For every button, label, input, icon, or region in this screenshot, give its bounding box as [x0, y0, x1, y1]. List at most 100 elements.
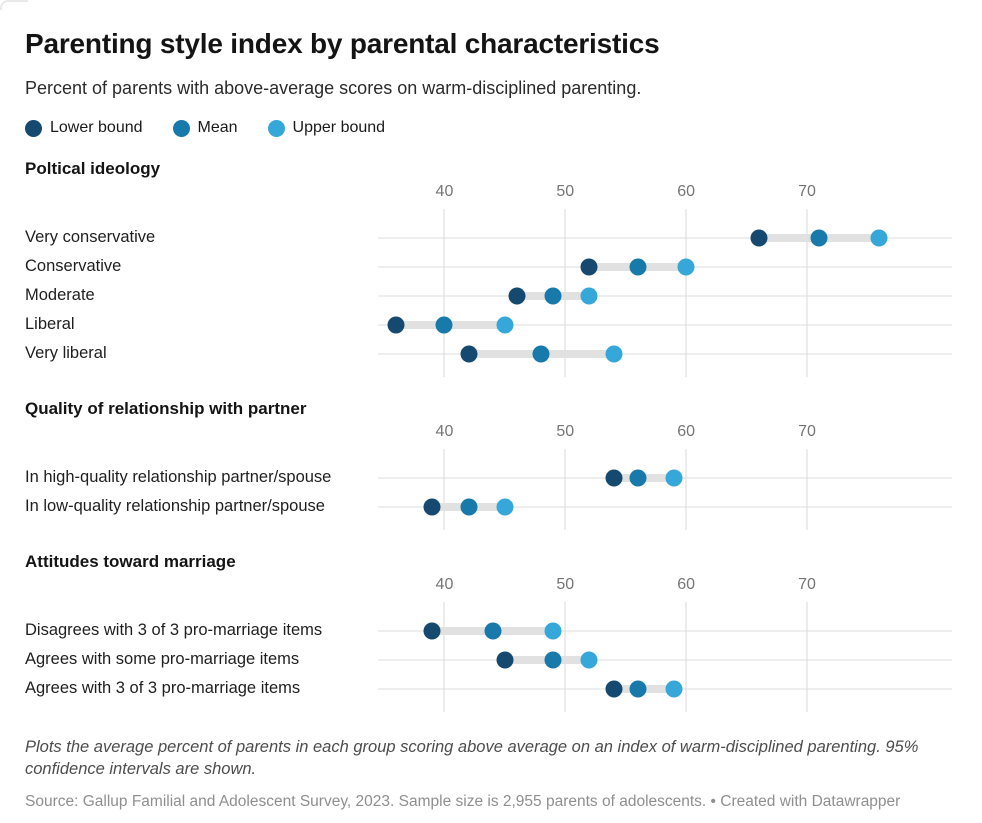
- card-corner-decoration: [0, 0, 28, 10]
- chart-body: In high-quality relationship partner/spo…: [25, 421, 952, 530]
- mean-dot: [460, 498, 478, 515]
- chart-section: Poltical ideology Very conservative Conser…: [25, 159, 952, 377]
- section-title: Attitudes toward marriage: [25, 552, 236, 571]
- chart-section: Quality of relationship with partner In h…: [25, 399, 952, 530]
- lower-bound-dot: [580, 258, 598, 275]
- row-baseline: [378, 324, 952, 325]
- legend-item: Lower bound: [25, 119, 143, 137]
- chart-body: Disagrees with 3 of 3 pro-marriage items…: [25, 574, 952, 712]
- mean-dot: [629, 680, 647, 697]
- axis-tick-label: 70: [798, 423, 816, 440]
- mean-dot: [629, 469, 647, 486]
- legend: Lower bound Mean Upper bound: [25, 119, 952, 137]
- row-label-column: Very conservative Conservative Moderate Lib…: [25, 181, 378, 377]
- axis-tick-label: 70: [798, 576, 816, 593]
- chart-row: [378, 310, 952, 339]
- chart-note: Plots the average percent of parents in …: [25, 738, 919, 779]
- upper-bound-dot: [665, 469, 683, 486]
- row-baseline: [378, 506, 952, 507]
- lower-bound-dot: [423, 498, 441, 515]
- chart-row: [378, 674, 952, 703]
- chart-row: [378, 492, 952, 521]
- row-label: In low-quality relationship partner/spou…: [25, 497, 325, 515]
- lower-bound-dot: [387, 316, 405, 333]
- upper-bound-dot: [665, 680, 683, 697]
- legend-item: Mean: [172, 119, 238, 137]
- axis-tick-label: 40: [435, 423, 454, 440]
- chart-title: Parenting style index by parental charac…: [25, 28, 660, 59]
- row-label: In high-quality relationship partner/spo…: [25, 468, 332, 486]
- chart-subtitle: Percent of parents with above-average sc…: [25, 78, 642, 98]
- row-label: Disagrees with 3 of 3 pro-marriage items: [25, 621, 323, 639]
- lower-bound-dot: [423, 622, 441, 639]
- axis-tick-label: 60: [677, 576, 696, 593]
- legend-label: Mean: [197, 119, 238, 136]
- axis-tick-label: 50: [556, 576, 575, 593]
- row-baseline: [378, 295, 952, 296]
- chart-sections: Poltical ideology Very conservative Conser…: [25, 159, 952, 712]
- row-label-column: Disagrees with 3 of 3 pro-marriage items…: [25, 574, 378, 712]
- legend-swatch-icon: [25, 119, 42, 137]
- upper-bound-dot: [544, 622, 562, 639]
- upper-bound-dot: [870, 229, 888, 246]
- axis-tick-label: 60: [677, 183, 696, 200]
- row-label: Very conservative: [25, 228, 156, 246]
- row-label-column: In high-quality relationship partner/spo…: [25, 421, 378, 530]
- upper-bound-dot: [580, 287, 598, 304]
- lower-bound-dot: [460, 345, 478, 362]
- axis-spacer: [25, 421, 378, 463]
- axis-labels: 40 50 60 70: [378, 421, 952, 463]
- lower-bound-dot: [508, 287, 526, 304]
- chart-row: [378, 281, 952, 310]
- mean-dot: [532, 345, 550, 362]
- axis-tick-label: 60: [677, 423, 696, 440]
- axis-spacer: [25, 181, 378, 223]
- row-baseline: [378, 237, 952, 238]
- axis-tick-label: 40: [435, 183, 454, 200]
- plot-area: 40 50 60 70: [378, 421, 952, 530]
- mean-dot: [544, 651, 562, 668]
- mean-dot: [544, 287, 562, 304]
- chart-row: [378, 616, 952, 645]
- mean-dot: [484, 622, 502, 639]
- mean-dot: [629, 258, 647, 275]
- lower-bound-dot: [496, 651, 514, 668]
- axis-labels: 40 50 60 70: [378, 574, 952, 616]
- axis-tick-label: 50: [556, 423, 575, 440]
- axis-labels: 40 50 60 70: [378, 181, 952, 223]
- plot-area: 40 50 60 70: [378, 574, 952, 712]
- chart-section: Attitudes toward marriage Disagrees with …: [25, 552, 952, 712]
- legend-label: Lower bound: [50, 119, 143, 136]
- upper-bound-dot: [580, 651, 598, 668]
- legend-swatch-icon: [267, 119, 285, 137]
- axis-tick-label: 50: [556, 183, 575, 200]
- legend-label: Upper bound: [292, 119, 386, 136]
- lower-bound-dot: [750, 229, 768, 246]
- chart-row: [378, 463, 952, 492]
- chart-row: [378, 223, 952, 252]
- lower-bound-dot: [605, 469, 623, 486]
- chart-row: [378, 339, 952, 368]
- row-label: Agrees with 3 of 3 pro-marriage items: [25, 679, 301, 697]
- row-baseline: [378, 630, 952, 631]
- legend-swatch-icon: [172, 119, 190, 137]
- upper-bound-dot: [677, 258, 695, 275]
- chart-row: [378, 252, 952, 281]
- row-label: Liberal: [25, 315, 75, 333]
- upper-bound-dot: [496, 498, 514, 515]
- lower-bound-dot: [605, 680, 623, 697]
- section-title: Quality of relationship with partner: [25, 399, 307, 418]
- chart-row: [378, 645, 952, 674]
- upper-bound-dot: [496, 316, 514, 333]
- row-label: Moderate: [25, 286, 95, 304]
- row-baseline: [378, 659, 952, 660]
- chart-footer: Plots the average percent of parents in …: [25, 736, 952, 812]
- mean-dot: [810, 229, 828, 246]
- row-label: Agrees with some pro-marriage items: [25, 650, 300, 668]
- plot-area: 40 50 60 70: [378, 181, 952, 377]
- chart-source: Source: Gallup Familial and Adolescent S…: [25, 792, 901, 810]
- axis-tick-label: 70: [798, 183, 816, 200]
- axis-spacer: [25, 574, 378, 616]
- row-label: Conservative: [25, 257, 122, 275]
